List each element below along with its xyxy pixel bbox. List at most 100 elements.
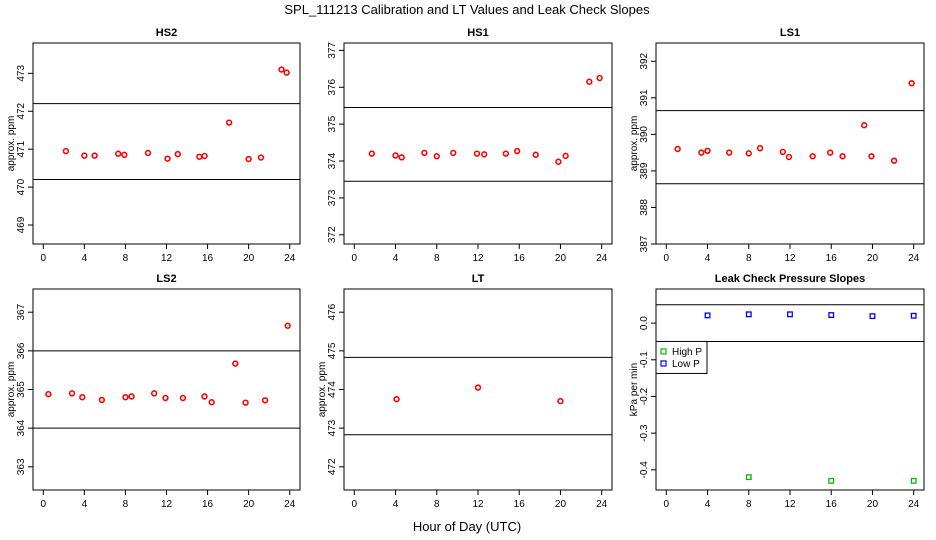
data-point xyxy=(242,399,249,406)
data-point xyxy=(150,390,158,397)
data-point xyxy=(201,393,208,400)
y-tick-label: 388 xyxy=(639,199,650,216)
data-point xyxy=(98,396,106,404)
y-tick-label: 367 xyxy=(16,303,27,320)
data-point xyxy=(674,145,681,153)
data-point xyxy=(698,149,705,156)
panel-title: HS1 xyxy=(467,27,488,39)
data-point xyxy=(809,153,816,160)
y-tick-label: -0.3 xyxy=(639,424,650,442)
data-point xyxy=(392,152,399,159)
data-point xyxy=(513,147,521,155)
x-tick-label: 8 xyxy=(746,499,752,510)
x-tick-label: 0 xyxy=(352,253,358,264)
plot-frame xyxy=(32,42,301,245)
x-tick-label: 12 xyxy=(161,499,173,510)
x-tick-label: 20 xyxy=(867,253,879,264)
panels: HS2 approx. ppm 0 4 8 12 16 20 24 469 470 471 472 473… xyxy=(6,27,925,510)
data-point xyxy=(532,151,539,158)
data-point xyxy=(450,149,457,157)
x-tick-label: 16 xyxy=(826,253,838,264)
data-point xyxy=(115,150,122,157)
x-tick-label: 4 xyxy=(393,253,399,264)
x-tick-label: 16 xyxy=(202,253,214,264)
x-tick-label: 12 xyxy=(472,499,484,510)
data-point xyxy=(208,399,215,406)
y-tick-label: 363 xyxy=(16,458,27,475)
y-tick-label: 375 xyxy=(327,115,338,132)
data-point xyxy=(868,153,875,160)
y-tick-label: 476 xyxy=(327,303,338,320)
legend-marker xyxy=(660,360,667,367)
x-tick-label: 24 xyxy=(908,499,920,510)
y-axis-label: approx. ppm xyxy=(629,116,640,172)
x-tick-label: 24 xyxy=(596,499,608,510)
data-point xyxy=(826,149,834,156)
y-tick-label: 474 xyxy=(327,381,338,398)
data-point xyxy=(421,149,428,157)
plot-frame xyxy=(655,288,925,491)
data-point xyxy=(164,155,171,162)
data-point xyxy=(45,390,52,398)
y-tick-label: 469 xyxy=(16,216,27,233)
data-point xyxy=(62,147,70,155)
data-point xyxy=(283,69,290,76)
data-point xyxy=(257,154,265,161)
x-axis-label: Hour of Day (UTC) xyxy=(413,519,521,534)
x-tick-label: 12 xyxy=(784,499,796,510)
data-point xyxy=(368,150,376,157)
x-tick-label: 8 xyxy=(746,253,752,264)
data-point xyxy=(910,477,917,484)
data-point xyxy=(704,312,711,319)
data-point xyxy=(245,155,252,163)
panel-title: Leak Check Pressure Slopes xyxy=(715,273,865,285)
panel-hs1: HS1 0 4 8 12 16 20 24 372 373 374 375 376 377 xyxy=(327,27,613,264)
x-tick-label: 12 xyxy=(472,253,484,264)
data-point xyxy=(196,153,203,160)
data-point xyxy=(502,150,510,157)
figure-title: SPL_111213 Calibration and LT Values and… xyxy=(284,2,650,17)
data-point xyxy=(474,384,482,391)
x-tick-label: 20 xyxy=(555,253,567,264)
x-tick-label: 16 xyxy=(514,253,526,264)
data-point xyxy=(725,149,733,156)
y-tick-label: 387 xyxy=(639,235,650,252)
y-tick-label: 392 xyxy=(639,52,650,69)
data-point xyxy=(122,394,129,401)
x-tick-label: 16 xyxy=(826,499,838,510)
data-point xyxy=(745,311,752,318)
data-point xyxy=(480,151,488,158)
legend-box xyxy=(655,340,708,374)
y-tick-label: 472 xyxy=(327,458,338,475)
y-tick-label: 365 xyxy=(16,381,27,398)
y-tick-label: 389 xyxy=(639,162,650,179)
data-point xyxy=(174,150,181,158)
y-tick-label: 0.0 xyxy=(639,316,650,330)
y-tick-label: 374 xyxy=(327,152,338,169)
data-point xyxy=(908,79,915,87)
data-point xyxy=(68,390,76,397)
data-point xyxy=(910,312,917,319)
x-tick-label: 24 xyxy=(284,253,296,264)
y-tick-label: 364 xyxy=(16,419,27,436)
x-tick-label: 12 xyxy=(161,253,173,264)
x-tick-label: 8 xyxy=(123,253,129,264)
data-point xyxy=(278,66,285,73)
y-tick-label: -0.1 xyxy=(639,351,650,369)
data-point xyxy=(756,145,764,152)
data-point xyxy=(785,153,793,161)
data-point xyxy=(555,158,562,165)
x-tick-label: 4 xyxy=(705,253,711,264)
data-point xyxy=(869,313,876,320)
y-tick-label: 473 xyxy=(327,419,338,436)
panel-lt: LT approx. ppm 0 4 8 12 16 20 24 472 473 474 475 476 xyxy=(317,273,613,510)
panel-ls2: LS2 approx. ppm 0 4 8 12 16 20 24 363 364 365 366 367 xyxy=(6,273,301,510)
y-tick-label: 475 xyxy=(327,342,338,359)
x-tick-label: 24 xyxy=(284,499,296,510)
data-point xyxy=(433,153,440,160)
panel-hs2: HS2 approx. ppm 0 4 8 12 16 20 24 469 470 471 472 473 xyxy=(6,27,301,264)
data-point xyxy=(81,152,88,159)
x-tick-label: 16 xyxy=(202,499,214,510)
data-point xyxy=(839,153,846,160)
data-point xyxy=(179,394,187,402)
